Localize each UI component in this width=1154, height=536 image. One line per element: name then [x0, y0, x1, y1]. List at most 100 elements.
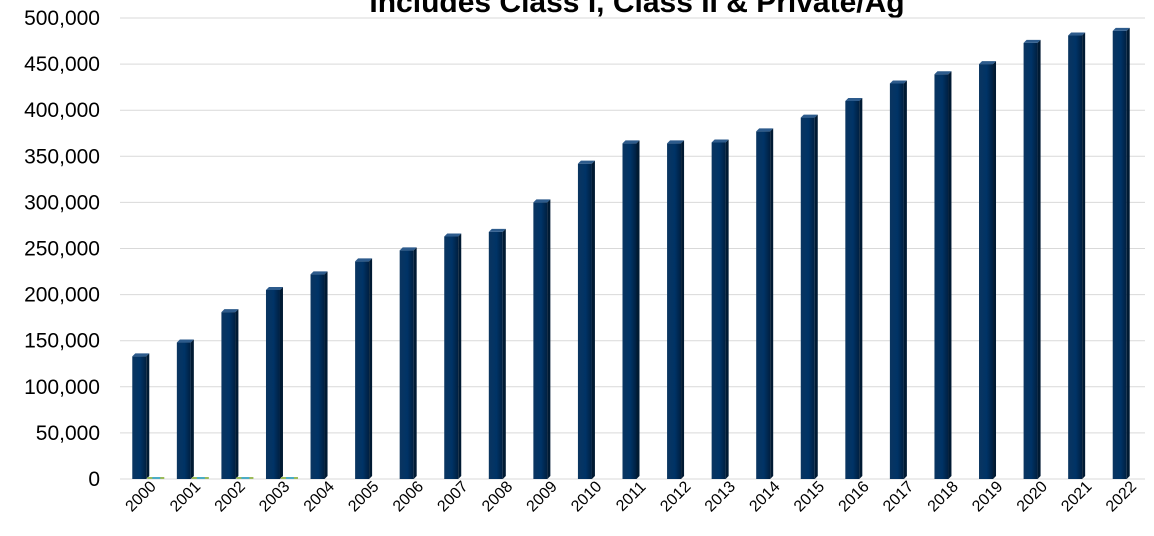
- bar-top-2002: [221, 309, 239, 313]
- y-tick-label: 50,000: [36, 422, 100, 445]
- bar-top-2011: [622, 140, 640, 144]
- bar-2022: [1112, 30, 1127, 480]
- bar-top-2001: [176, 339, 194, 343]
- bar-side-2018: [948, 71, 952, 479]
- x-tick-label: 2016: [836, 478, 873, 515]
- bar-top-2013: [711, 139, 729, 143]
- bar-2018: [934, 74, 949, 479]
- x-tick-label: 2009: [524, 478, 561, 515]
- bar-side-2007: [458, 233, 462, 479]
- bar-2021: [1068, 35, 1083, 479]
- x-tick-label: 2004: [301, 478, 338, 515]
- bar-2015: [800, 117, 815, 480]
- x-tick-label: 2021: [1058, 478, 1095, 515]
- bar-top-2006: [399, 247, 417, 251]
- y-tick-label: 450,000: [24, 53, 100, 76]
- y-tick-label: 350,000: [24, 145, 100, 168]
- x-tick-label: 2019: [969, 478, 1006, 515]
- bar-top-2008: [488, 228, 506, 232]
- bar-side-2003: [279, 286, 283, 479]
- bar-side-2019: [993, 61, 997, 479]
- minor-bar-accent-2002: [241, 477, 250, 479]
- bar-2016: [845, 100, 860, 479]
- bar-2007: [444, 236, 459, 479]
- bar-side-2009: [547, 199, 551, 479]
- y-tick-label: 200,000: [24, 284, 100, 307]
- x-tick-label: 2018: [925, 478, 962, 515]
- bar-side-2020: [1037, 39, 1041, 479]
- bar-side-2015: [814, 114, 818, 480]
- bar-side-2016: [859, 97, 863, 479]
- x-tick-label: 2001: [167, 478, 204, 515]
- bar-side-2000: [146, 353, 150, 479]
- bar-side-2010: [591, 160, 595, 479]
- bar-top-2021: [1068, 32, 1086, 36]
- bar-2020: [1023, 42, 1038, 479]
- bar-top-2019: [979, 61, 997, 65]
- bar-top-2020: [1023, 39, 1041, 43]
- bar-side-2013: [725, 139, 729, 479]
- bar-top-2014: [756, 128, 774, 132]
- x-tick-label: 2014: [746, 478, 783, 515]
- bar-2003: [265, 289, 280, 479]
- bars: [132, 27, 1130, 480]
- x-tick-label: 2013: [702, 478, 739, 515]
- x-tick-label: 2006: [390, 478, 427, 515]
- x-tick-label: 2007: [434, 478, 471, 515]
- minor-bar-accent-2001: [196, 477, 205, 479]
- bar-side-2005: [369, 258, 373, 479]
- bar-side-2001: [190, 339, 194, 479]
- x-tick-label: 2017: [880, 478, 917, 515]
- x-tick-label: 2022: [1103, 478, 1140, 515]
- x-tick-label: 2005: [345, 478, 382, 515]
- x-axis: 2000 2001 2002 2003 2004 2005 2006 2007 2008 2009…: [123, 478, 1141, 515]
- bar-top-2017: [889, 80, 907, 84]
- x-tick-label: 2008: [479, 478, 516, 515]
- bar-top-2018: [934, 71, 952, 75]
- bar-2013: [711, 142, 726, 479]
- bar-2014: [756, 131, 771, 479]
- y-tick-label: 300,000: [24, 191, 100, 214]
- bar-top-2010: [577, 160, 595, 164]
- bar-side-2022: [1126, 27, 1130, 480]
- bar-2017: [889, 83, 904, 479]
- bar-2004: [310, 274, 325, 479]
- bar-2006: [399, 250, 414, 479]
- y-axis: 0 50,000 100,000 150,000 200,000 250,000 300,0…: [24, 7, 100, 491]
- bar-2001: [176, 342, 191, 479]
- bar-side-2011: [636, 140, 640, 479]
- minor-bar-accent-2003: [285, 477, 294, 479]
- bar-side-2014: [770, 128, 774, 479]
- bar-side-2004: [324, 271, 328, 479]
- bar-top-2009: [533, 199, 551, 203]
- bar-side-2017: [903, 80, 907, 479]
- y-tick-label: 0: [88, 468, 100, 491]
- x-tick-label: 2012: [657, 478, 694, 515]
- y-tick-label: 500,000: [24, 7, 100, 30]
- bar-2005: [355, 261, 370, 479]
- bar-top-2016: [845, 97, 863, 101]
- bar-2012: [667, 143, 682, 479]
- bar-2009: [533, 202, 548, 479]
- x-tick-label: 2020: [1014, 478, 1051, 515]
- x-tick-label: 2015: [791, 478, 828, 515]
- x-tick-label: 2011: [613, 479, 649, 515]
- bar-2011: [622, 143, 637, 479]
- bar-top-2000: [132, 353, 150, 357]
- bar-side-2021: [1082, 32, 1086, 479]
- bar-side-2002: [235, 309, 239, 479]
- bar-top-2003: [265, 286, 283, 290]
- chart-title: Includes Class I, Class II & Private/Ag: [369, 0, 905, 19]
- bar-top-2022: [1112, 27, 1130, 31]
- bar-2019: [979, 64, 994, 479]
- bar-side-2012: [681, 140, 685, 479]
- x-tick-label: 2010: [568, 478, 605, 515]
- bar-2008: [488, 231, 503, 479]
- y-tick-label: 400,000: [24, 99, 100, 122]
- bar-top-2015: [800, 114, 818, 118]
- x-tick-label: 2000: [123, 478, 160, 515]
- y-tick-label: 100,000: [24, 376, 100, 399]
- bar-side-2006: [413, 247, 417, 479]
- y-tick-label: 250,000: [24, 238, 100, 261]
- minor-bar-accent-2000: [152, 477, 161, 479]
